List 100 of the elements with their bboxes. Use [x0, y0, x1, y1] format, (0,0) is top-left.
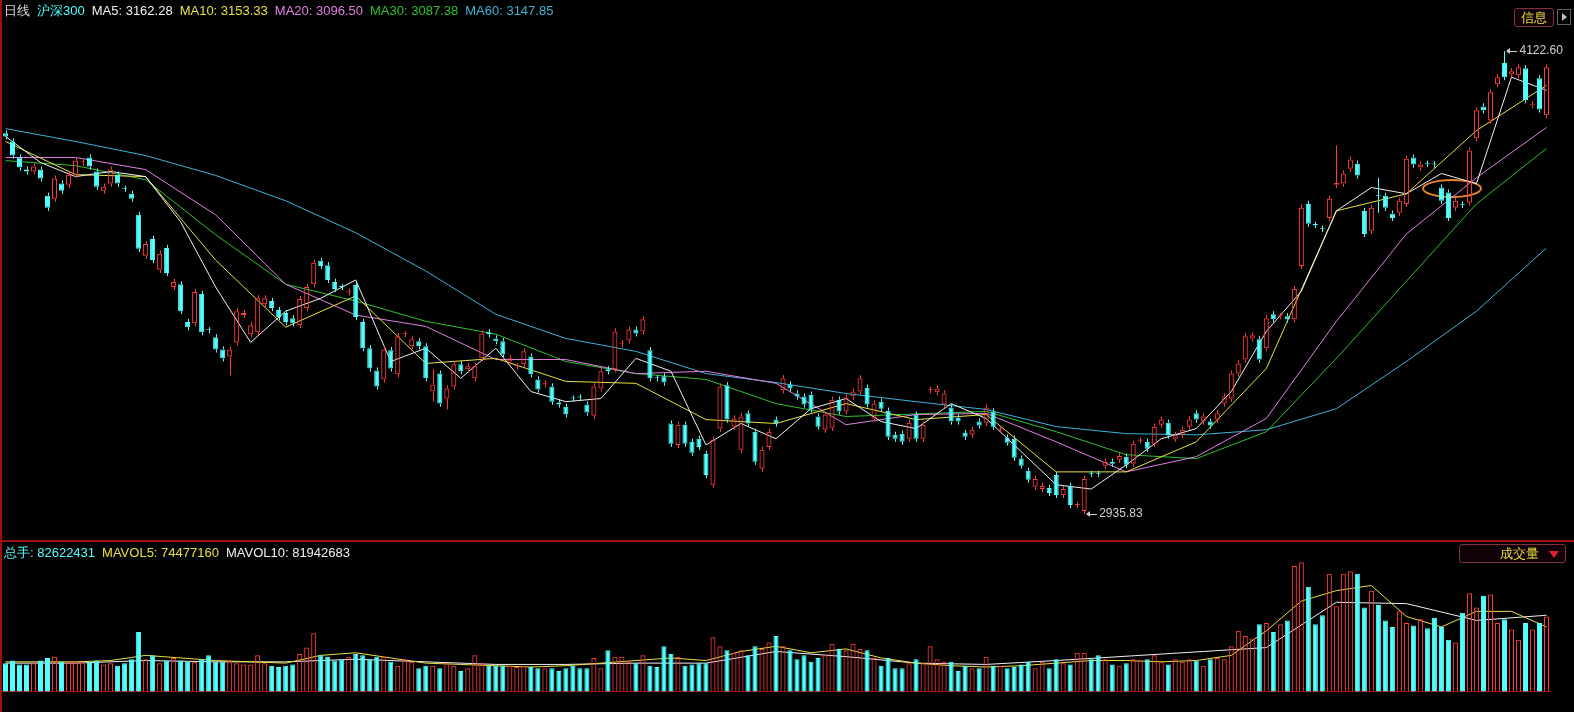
bar	[332, 660, 338, 692]
bar	[955, 670, 961, 692]
candlestick	[885, 407, 891, 441]
candlestick	[535, 375, 541, 394]
candlestick	[1522, 64, 1529, 104]
bar	[23, 664, 30, 692]
candlestick	[290, 314, 296, 327]
candlestick	[528, 352, 534, 378]
bar	[339, 659, 345, 692]
candlestick	[668, 419, 674, 448]
bar	[45, 657, 51, 692]
bar	[1312, 624, 1318, 692]
candlestick	[815, 412, 821, 431]
candlestick	[388, 346, 394, 373]
text: MA30: 3087.38	[370, 3, 459, 18]
candlestick	[808, 391, 814, 414]
chart-title: 日线	[4, 3, 30, 18]
bar	[1445, 639, 1451, 692]
bar	[1193, 660, 1199, 692]
candlestick	[801, 392, 807, 409]
candlestick	[276, 306, 282, 321]
bar	[801, 655, 807, 692]
candlestick	[990, 407, 996, 431]
text: 总手: 82622431	[4, 545, 96, 560]
bar	[864, 650, 870, 692]
bar	[94, 660, 100, 692]
candlestick	[1046, 484, 1052, 497]
candlestick	[150, 235, 156, 264]
bar	[1256, 624, 1262, 692]
bar	[185, 661, 191, 692]
bar	[661, 646, 667, 692]
candlestick	[773, 415, 779, 428]
candlestick	[682, 421, 688, 448]
candlestick	[458, 360, 464, 375]
candlestick	[38, 165, 44, 183]
candlestick	[1284, 312, 1290, 323]
candlestick	[1123, 453, 1129, 469]
annotation: 2935.83	[1099, 506, 1143, 521]
bar	[1501, 619, 1507, 692]
candlestick	[661, 372, 667, 387]
bar	[1438, 626, 1444, 692]
candlestick	[878, 398, 884, 413]
bar	[1004, 668, 1010, 692]
candlestick	[1053, 471, 1059, 499]
candlestick	[962, 429, 968, 441]
candlestick	[689, 438, 695, 457]
bar	[990, 665, 996, 692]
candlestick	[864, 384, 870, 409]
bar	[220, 661, 226, 692]
bar	[1375, 604, 1381, 692]
bar	[199, 659, 205, 692]
bar	[367, 659, 373, 692]
bar	[213, 661, 219, 692]
candlestick	[94, 167, 100, 191]
bar	[584, 668, 590, 692]
bar	[1207, 659, 1213, 692]
candlestick	[899, 430, 905, 446]
candlestick	[332, 278, 338, 293]
bar	[360, 655, 366, 692]
bar	[38, 660, 44, 692]
candlestick	[794, 389, 800, 401]
candlestick	[318, 257, 324, 270]
bar	[1480, 595, 1486, 692]
bar	[416, 668, 422, 692]
annotation: 4122.60	[1519, 43, 1564, 58]
candlestick	[59, 180, 65, 195]
text: MA20: 3096.50	[274, 3, 364, 18]
bar	[563, 668, 569, 692]
bar	[1305, 586, 1311, 692]
bar	[1123, 663, 1129, 692]
bar	[2, 663, 9, 692]
candlestick	[374, 366, 380, 391]
bar	[374, 656, 380, 692]
candlestick	[2, 129, 9, 141]
candlestick	[647, 346, 653, 382]
candlestick	[353, 281, 359, 321]
bar	[1536, 623, 1543, 692]
bar	[570, 665, 576, 692]
candlestick	[423, 342, 429, 382]
candlestick	[199, 290, 205, 336]
bar	[290, 664, 296, 692]
candlestick	[185, 318, 191, 331]
candlestick	[16, 153, 23, 172]
candlestick	[360, 318, 366, 352]
bar	[493, 665, 499, 692]
bar	[9, 660, 16, 692]
candlestick	[178, 280, 184, 315]
bar	[1459, 612, 1465, 692]
candlestick	[115, 171, 121, 188]
candlestick	[1410, 153, 1416, 169]
bar	[654, 667, 660, 692]
candlestick	[584, 400, 590, 417]
text: 信息	[1521, 10, 1547, 25]
bar	[696, 663, 702, 692]
text: MA60: 3147.85	[465, 3, 554, 18]
bar	[164, 660, 170, 692]
bar	[136, 632, 142, 692]
candlestick	[1193, 409, 1199, 424]
candlestick	[136, 211, 142, 253]
candlestick	[269, 297, 275, 312]
